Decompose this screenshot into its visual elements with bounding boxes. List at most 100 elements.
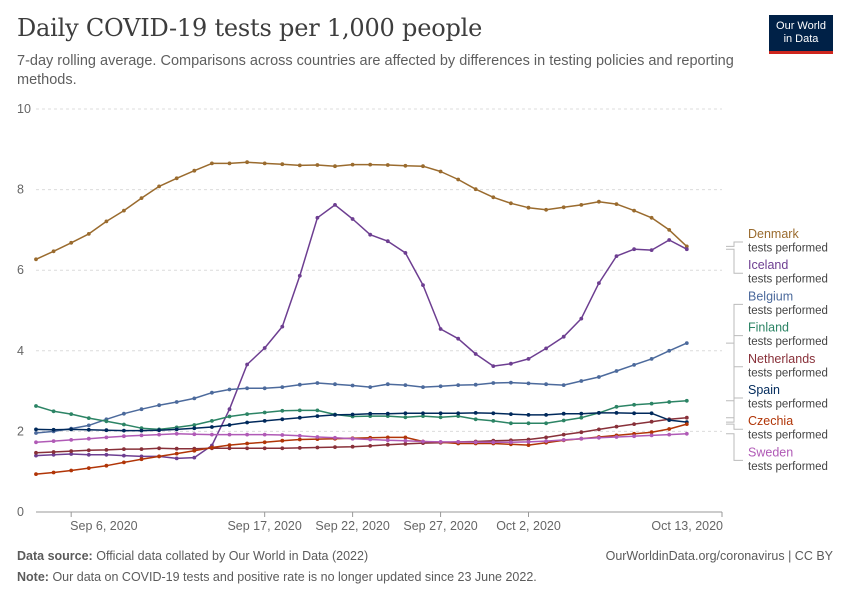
legend-label-sweden: Sweden <box>748 445 793 459</box>
data-point-spain <box>86 427 91 432</box>
data-point-sweden <box>157 432 162 437</box>
data-point-spain <box>350 412 355 417</box>
legend-sublabel: tests performed <box>748 243 828 255</box>
data-point-iceland <box>34 453 38 458</box>
data-point-spain <box>632 411 636 416</box>
data-point-finland <box>684 398 689 403</box>
data-point-denmark <box>649 215 654 220</box>
data-point-spain <box>315 414 320 418</box>
data-point-denmark <box>579 203 584 207</box>
owid-logo[interactable]: Our World in Data <box>769 15 833 54</box>
data-point-denmark <box>280 162 285 167</box>
data-point-denmark <box>526 205 531 210</box>
data-point-belgium <box>667 348 672 353</box>
data-point-iceland <box>667 238 672 242</box>
data-point-sweden <box>421 439 425 444</box>
data-point-iceland <box>561 334 566 339</box>
data-point-iceland <box>69 452 74 456</box>
data-point-finland <box>34 404 38 408</box>
data-point-spain <box>297 415 302 420</box>
data-point-iceland <box>456 336 461 341</box>
data-point-belgium <box>245 386 250 391</box>
data-point-sweden <box>245 432 250 437</box>
legend-sublabel: tests performed <box>748 430 828 442</box>
data-point-denmark <box>632 208 636 213</box>
data-point-netherlands <box>262 446 267 451</box>
data-point-denmark <box>34 257 38 262</box>
data-point-belgium <box>157 403 162 408</box>
data-point-spain <box>491 411 496 416</box>
data-point-czechia <box>526 443 531 447</box>
data-point-sweden <box>192 432 197 437</box>
data-point-finland <box>632 402 636 407</box>
legend-label-belgium: Belgium <box>748 289 793 303</box>
legend-label-finland: Finland <box>748 321 789 335</box>
data-point-finland <box>526 421 531 426</box>
data-point-netherlands <box>403 442 408 446</box>
data-point-denmark <box>544 207 548 212</box>
data-point-spain <box>139 428 144 433</box>
data-point-spain <box>51 427 56 432</box>
data-point-iceland <box>280 324 285 329</box>
data-point-iceland <box>139 454 144 459</box>
data-point-sweden <box>456 440 461 444</box>
data-point-finland <box>561 418 566 423</box>
data-point-sweden <box>86 436 91 441</box>
data-point-denmark <box>227 161 232 166</box>
data-point-sweden <box>51 439 56 443</box>
data-point-belgium <box>210 390 214 395</box>
data-point-sweden <box>210 432 214 437</box>
data-point-netherlands <box>368 444 373 448</box>
chart-subtitle: 7-day rolling average. Comparisons acros… <box>17 53 734 88</box>
note-label: Note: <box>17 570 49 584</box>
legend-label-denmark: Denmark <box>748 227 799 241</box>
data-point-belgium <box>139 407 144 412</box>
x-tick-label: Sep 17, 2020 <box>227 519 301 533</box>
data-point-netherlands <box>614 424 619 429</box>
data-point-czechia <box>262 440 267 445</box>
data-point-iceland <box>614 254 619 258</box>
data-point-netherlands <box>297 446 302 450</box>
data-point-spain <box>122 428 126 433</box>
x-tick-label: Oct 13, 2020 <box>651 519 723 533</box>
data-point-denmark <box>86 232 91 236</box>
data-point-belgium <box>350 383 355 388</box>
data-point-netherlands <box>315 445 320 450</box>
data-point-sweden <box>684 431 689 436</box>
data-point-spain <box>649 411 654 416</box>
y-tick-label: 8 <box>17 183 24 197</box>
data-point-sweden <box>385 438 390 443</box>
x-tick-label: Sep 27, 2020 <box>403 519 477 533</box>
data-source-text: Official data collated by Our World in D… <box>96 549 369 563</box>
data-point-sweden <box>69 438 74 442</box>
data-point-sweden <box>473 440 478 445</box>
data-point-iceland <box>649 248 654 253</box>
data-point-denmark <box>262 161 267 166</box>
data-point-spain <box>579 411 584 416</box>
data-point-belgium <box>649 357 654 361</box>
series-line-netherlands <box>35 416 687 454</box>
data-point-iceland <box>245 362 250 367</box>
data-point-iceland <box>473 352 478 356</box>
data-point-denmark <box>297 163 302 168</box>
data-point-spain <box>157 428 162 433</box>
series-line-finland <box>35 400 687 431</box>
data-point-belgium <box>544 382 548 387</box>
data-point-spain <box>104 428 109 433</box>
data-point-denmark <box>245 160 250 165</box>
data-point-iceland <box>192 455 197 460</box>
legend-connector <box>726 423 743 430</box>
data-point-spain <box>526 413 531 417</box>
data-point-czechia <box>86 466 91 470</box>
legend-sublabel: tests performed <box>748 305 828 317</box>
data-point-sweden <box>139 433 144 438</box>
data-point-iceland <box>350 217 355 221</box>
data-point-denmark <box>403 163 408 168</box>
data-point-czechia <box>649 430 654 435</box>
source-link[interactable]: OurWorldinData.org/coronavirus | CC BY <box>605 549 833 563</box>
data-point-sweden <box>333 435 337 440</box>
data-point-belgium <box>491 381 496 385</box>
data-point-finland <box>579 415 584 420</box>
data-point-sweden <box>280 433 285 437</box>
data-point-iceland <box>438 327 443 331</box>
